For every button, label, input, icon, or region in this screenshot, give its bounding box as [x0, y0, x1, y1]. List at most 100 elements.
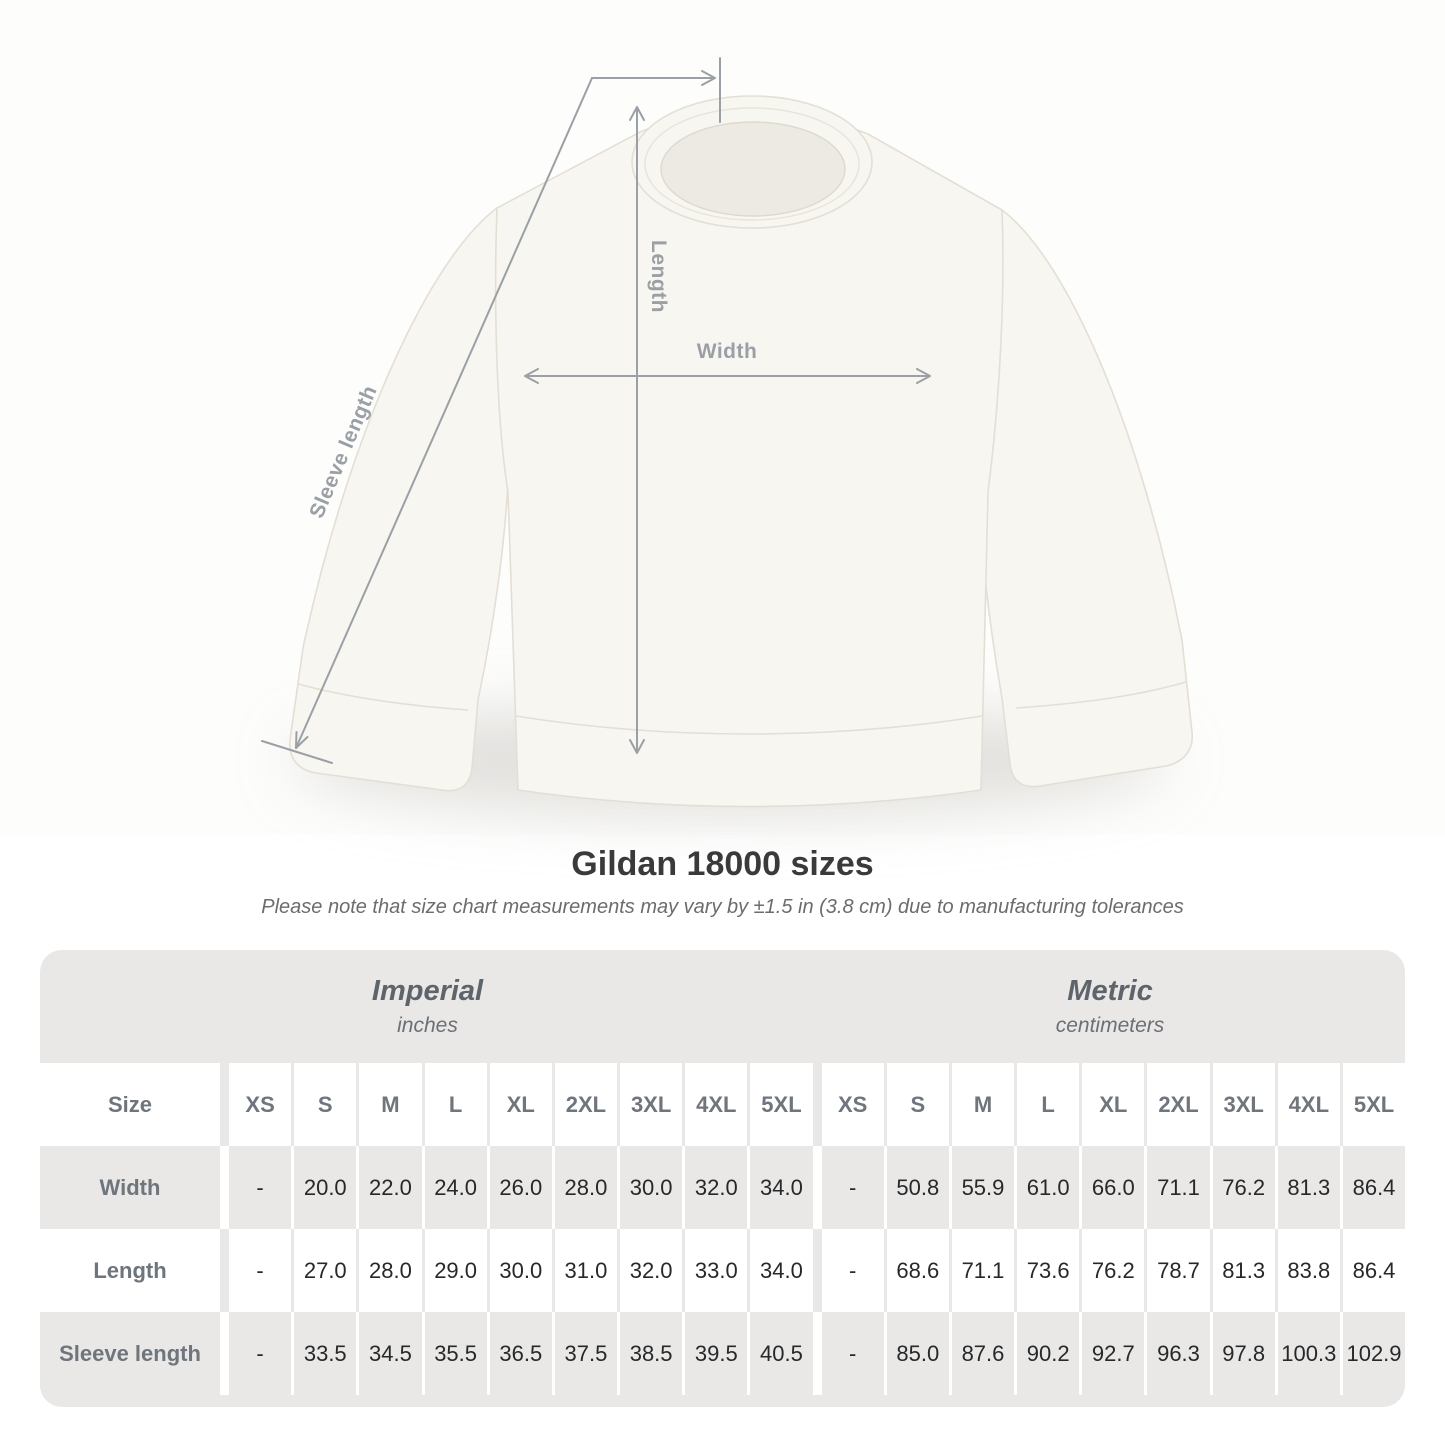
- size-header-imperial-xl: XL: [486, 1063, 552, 1146]
- length-imperial-m: 28.0: [356, 1229, 421, 1312]
- width-imperial-xl: 26.0: [486, 1146, 552, 1229]
- width-metric-s: 50.8: [883, 1146, 949, 1229]
- sleeve-metric-5xl: 102.9: [1339, 1312, 1405, 1395]
- width-imperial-m: 22.0: [356, 1146, 421, 1229]
- sweatshirt-diagram: Length Width Sleeve length: [261, 57, 1193, 815]
- size-header-row: Size XS S M L XL 2XL 3XL 4XL 5XL XS S M …: [40, 1063, 1405, 1146]
- size-header-imperial-3xl: 3XL: [617, 1063, 682, 1146]
- length-measure-label: Length: [647, 240, 670, 313]
- width-imperial-5xl: 34.0: [747, 1146, 812, 1229]
- row-label-length: Length: [93, 1257, 167, 1283]
- width-imperial-s: 20.0: [291, 1146, 356, 1229]
- tolerance-note: Please note that size chart measurements…: [261, 896, 1184, 918]
- width-metric-l: 61.0: [1014, 1146, 1079, 1229]
- unit-header-row: Imperial inches Metric centimeters: [40, 950, 1405, 1063]
- size-header-metric-3xl: 3XL: [1209, 1063, 1275, 1146]
- row-label-sleeve-length: Sleeve length: [59, 1340, 201, 1366]
- collar-seam: [644, 107, 860, 221]
- width-metric-m: 55.9: [948, 1146, 1014, 1229]
- length-metric-xs: -: [812, 1229, 884, 1312]
- sleeve-metric-3xl: 97.8: [1209, 1312, 1275, 1395]
- size-header-imperial-5xl: 5XL: [747, 1063, 812, 1146]
- size-header-imperial-4xl: 4XL: [682, 1063, 747, 1146]
- length-metric-s: 68.6: [883, 1229, 949, 1312]
- width-imperial-3xl: 30.0: [617, 1146, 682, 1229]
- sleeve-imperial-s: 33.5: [291, 1312, 356, 1395]
- size-header-metric-2xl: 2XL: [1144, 1063, 1209, 1146]
- length-imperial-3xl: 32.0: [617, 1229, 682, 1312]
- sleeve-imperial-2xl: 37.5: [551, 1312, 617, 1395]
- imperial-header: Imperial: [371, 975, 484, 1007]
- width-metric-xl: 66.0: [1079, 1146, 1144, 1229]
- size-header-metric-l: L: [1014, 1063, 1079, 1146]
- width-arrowhead-left: [524, 368, 539, 384]
- length-arrowhead-bottom: [629, 739, 645, 754]
- width-imperial-xs: -: [220, 1146, 291, 1229]
- size-header-imperial-m: M: [356, 1063, 421, 1146]
- imperial-unit-label: inches: [397, 1014, 458, 1037]
- size-column-header: Size: [107, 1091, 153, 1117]
- size-header-metric-s: S: [883, 1063, 949, 1146]
- metric-unit-label: centimeters: [1055, 1014, 1165, 1037]
- metric-unit-group: Metric centimeters: [815, 950, 1405, 1063]
- length-imperial-5xl: 34.0: [747, 1229, 812, 1312]
- sleeve-imperial-l: 35.5: [421, 1312, 487, 1395]
- sleeve-imperial-5xl: 40.5: [747, 1312, 812, 1395]
- length-imperial-2xl: 31.0: [551, 1229, 617, 1312]
- width-imperial-4xl: 32.0: [682, 1146, 747, 1229]
- size-header-imperial-2xl: 2XL: [551, 1063, 617, 1146]
- sleeve-metric-l: 90.2: [1014, 1312, 1079, 1395]
- length-arrowhead-top: [629, 106, 645, 121]
- length-imperial-xs: -: [220, 1229, 291, 1312]
- width-imperial-2xl: 28.0: [551, 1146, 617, 1229]
- size-header-metric-4xl: 4XL: [1274, 1063, 1340, 1146]
- length-imperial-4xl: 33.0: [682, 1229, 747, 1312]
- length-metric-l: 73.6: [1014, 1229, 1079, 1312]
- sleeve-length-row: Sleeve length - 33.5 34.5 35.5 36.5 37.5…: [40, 1312, 1405, 1395]
- width-metric-5xl: 86.4: [1339, 1146, 1405, 1229]
- sleeve-length-line: [295, 77, 593, 749]
- top-marker-arrowhead: [701, 70, 716, 86]
- sleeve-metric-4xl: 100.3: [1274, 1312, 1340, 1395]
- metric-header: Metric: [1067, 975, 1153, 1007]
- size-header-metric-m: M: [948, 1063, 1014, 1146]
- length-metric-3xl: 81.3: [1209, 1229, 1275, 1312]
- size-header-imperial-xs: XS: [220, 1063, 291, 1146]
- size-header-metric-xs: XS: [812, 1063, 884, 1146]
- width-measure-label: Width: [696, 340, 758, 363]
- right-cuff-seam: [1015, 681, 1187, 709]
- length-metric-m: 71.1: [948, 1229, 1014, 1312]
- width-metric-2xl: 71.1: [1144, 1146, 1209, 1229]
- sleeve-length-arrowhead: [295, 731, 309, 749]
- size-table: Imperial inches Metric centimeters Size …: [40, 950, 1405, 1407]
- length-imperial-l: 29.0: [421, 1229, 487, 1312]
- sleeve-imperial-xl: 36.5: [486, 1312, 552, 1395]
- width-row: Width - 20.0 22.0 24.0 26.0 28.0 30.0 32…: [40, 1146, 1405, 1229]
- length-metric-2xl: 78.7: [1144, 1229, 1209, 1312]
- title-block: Gildan 18000 sizes Please note that size…: [0, 845, 1445, 919]
- length-row: Length - 27.0 28.0 29.0 30.0 31.0 32.0 3…: [40, 1229, 1405, 1312]
- size-header-metric-xl: XL: [1079, 1063, 1144, 1146]
- length-imperial-s: 27.0: [291, 1229, 356, 1312]
- length-metric-4xl: 83.8: [1274, 1229, 1340, 1312]
- sleeve-metric-xs: -: [812, 1312, 884, 1395]
- width-metric-3xl: 76.2: [1209, 1146, 1275, 1229]
- length-metric-xl: 76.2: [1079, 1229, 1144, 1312]
- imperial-unit-group: Imperial inches: [40, 950, 815, 1063]
- row-label-width: Width: [99, 1174, 161, 1200]
- sleeve-length-tick: [261, 740, 333, 764]
- measurement-lines: [261, 57, 931, 764]
- length-metric-5xl: 86.4: [1339, 1229, 1405, 1312]
- collar-opening: [660, 121, 846, 217]
- width-metric-xs: -: [812, 1146, 884, 1229]
- width-arrowhead-right: [916, 368, 931, 384]
- sweatshirt-illustration: [261, 57, 1193, 808]
- size-header-metric-5xl: 5XL: [1339, 1063, 1405, 1146]
- size-header-imperial-l: L: [421, 1063, 487, 1146]
- sleeve-imperial-m: 34.5: [356, 1312, 421, 1395]
- size-header-imperial-s: S: [291, 1063, 356, 1146]
- width-metric-4xl: 81.3: [1274, 1146, 1340, 1229]
- sleeve-metric-2xl: 96.3: [1144, 1312, 1209, 1395]
- sleeve-metric-m: 87.6: [948, 1312, 1014, 1395]
